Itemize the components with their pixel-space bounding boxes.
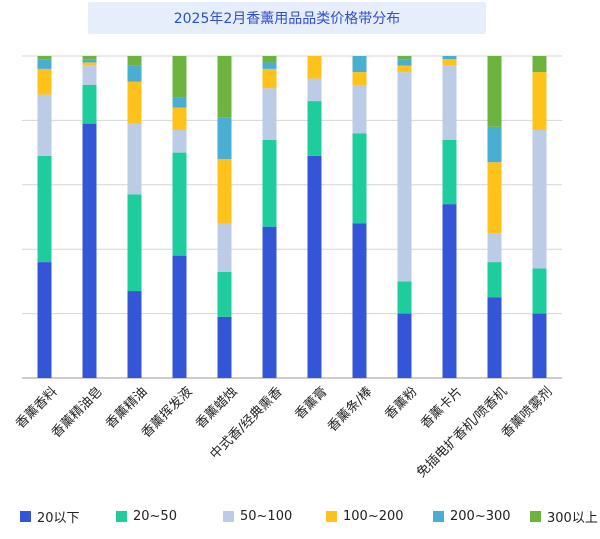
bar-segment-8-4: [397, 59, 412, 66]
bar-segment-4-0: [217, 316, 232, 378]
bar-segment-10-1: [487, 262, 502, 298]
bar-segment-3-5: [172, 56, 187, 98]
bar-segment-5-5: [262, 56, 277, 63]
bar-segment-2-0: [127, 291, 142, 378]
legend-label: 200~300: [450, 508, 511, 524]
bar-segment-1-3: [82, 62, 97, 66]
bar-segment-2-4: [127, 65, 142, 82]
bar-segment-10-2: [487, 233, 502, 263]
bar-segment-10-0: [487, 297, 502, 378]
legend-label: 100~200: [343, 508, 404, 524]
legend-item-3: 100~200: [326, 505, 404, 527]
bar-segment-5-0: [262, 226, 277, 378]
bar-stacks: [37, 56, 547, 379]
bar-segment-5-1: [262, 139, 277, 227]
gridlines: [22, 55, 562, 379]
bar-segment-3-0: [172, 255, 187, 378]
bar-segment-6-1: [307, 101, 322, 156]
bar-segment-7-3: [352, 72, 367, 85]
bar-segment-8-3: [397, 65, 412, 73]
legend-label: 20~50: [133, 508, 177, 524]
bar-segment-5-2: [262, 88, 277, 140]
bar-segment-2-5: [127, 56, 142, 66]
bar-segment-0-0: [37, 262, 52, 378]
bar-segment-7-0: [352, 223, 367, 378]
legend-swatch: [223, 510, 234, 522]
legend: 20以下 20~50 50~100 100~200 200~300 300以上: [12, 505, 600, 527]
category-label-10: 免插电扩香机/喷香机: [414, 384, 510, 480]
bar-segment-1-0: [82, 123, 97, 379]
bar-segment-9-3: [442, 59, 457, 66]
legend-label: 50~100: [240, 508, 293, 524]
bar-segment-0-3: [37, 68, 52, 95]
bar-segment-4-5: [217, 56, 232, 118]
bar-segment-7-1: [352, 133, 367, 224]
bar-segment-11-2: [532, 130, 547, 269]
legend-label: 20以下: [37, 510, 80, 526]
legend-swatch: [326, 510, 337, 522]
bar-segment-0-1: [37, 155, 52, 263]
bar-segment-9-2: [442, 65, 457, 140]
bar-segment-3-3: [172, 107, 187, 131]
bar-segment-7-4: [352, 56, 367, 73]
bar-segment-2-3: [127, 81, 142, 124]
bar-segment-0-4: [37, 59, 52, 69]
bar-segment-5-4: [262, 62, 277, 69]
chart-title: 2025年2月香薰用品品类价格带分布: [173, 11, 401, 27]
bar-segment-8-2: [397, 72, 412, 282]
bar-segment-10-4: [487, 126, 502, 163]
bar-segment-7-2: [352, 84, 367, 134]
legend-swatch: [433, 510, 444, 522]
legend-item-5: 300以上: [530, 505, 598, 527]
bar-segment-11-3: [532, 72, 547, 131]
bar-segment-6-3: [307, 56, 322, 79]
legend-swatch: [20, 510, 31, 522]
legend-item-2: 50~100: [223, 505, 292, 527]
bar-segment-9-0: [442, 204, 457, 378]
bar-segment-4-1: [217, 271, 232, 317]
bar-segment-1-2: [82, 65, 97, 85]
category-label-6: 香薰膏: [292, 384, 331, 423]
bar-segment-1-5: [82, 56, 97, 60]
bar-segment-2-1: [127, 194, 142, 292]
bar-segment-8-1: [397, 281, 412, 314]
legend-label: 300以上: [547, 510, 598, 526]
bar-segment-8-5: [397, 56, 412, 60]
bar-segment-3-2: [172, 130, 187, 153]
bar-segment-2-2: [127, 123, 142, 195]
bar-segment-0-2: [37, 94, 52, 156]
bar-segment-10-5: [487, 56, 502, 127]
bar-segment-6-2: [307, 78, 322, 102]
category-label-8: 香薰粉: [382, 384, 420, 422]
bar-segment-5-3: [262, 68, 277, 89]
legend-item-0: 20以下: [20, 505, 80, 527]
bar-segment-11-1: [532, 268, 547, 314]
bar-segment-4-4: [217, 117, 232, 160]
legend-swatch: [116, 510, 127, 522]
bar-segment-11-0: [532, 313, 547, 378]
legend-item-1: 20~50: [116, 505, 177, 527]
bar-segment-9-4: [442, 56, 457, 60]
bar-segment-4-3: [217, 159, 232, 224]
category-label-7: 香薰条/棒: [324, 384, 375, 435]
bar-segment-1-4: [82, 59, 97, 63]
bar-segment-0-5: [37, 56, 52, 60]
bar-segment-10-3: [487, 162, 502, 234]
bar-segment-9-1: [442, 139, 457, 205]
bar-segment-11-5: [532, 56, 547, 73]
bar-segment-3-1: [172, 152, 187, 256]
legend-swatch: [530, 510, 541, 522]
bar-segment-1-1: [82, 84, 97, 124]
chart-title-box: 2025年2月香薰用品品类价格带分布: [88, 2, 486, 34]
bar-segment-3-4: [172, 97, 187, 108]
legend-item-4: 200~300: [433, 505, 511, 527]
bar-segment-8-0: [397, 313, 412, 378]
bar-segment-6-0: [307, 155, 322, 378]
bar-segment-4-2: [217, 223, 232, 272]
